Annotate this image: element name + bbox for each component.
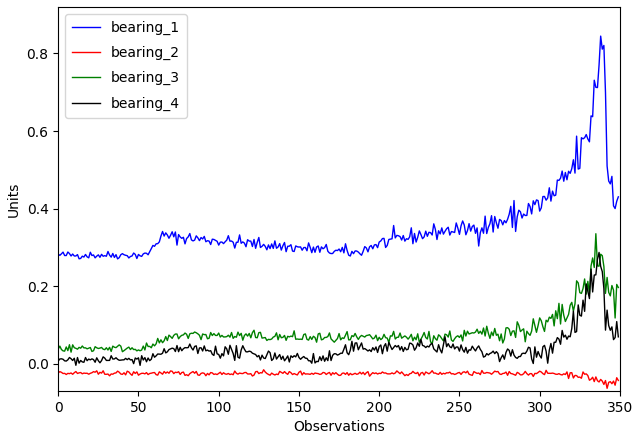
bearing_1: [314, 243, 322, 249]
bearing_3: [205, 336, 213, 341]
Line: bearing_4: bearing_4: [58, 252, 618, 366]
bearing_2: [260, 367, 268, 372]
bearing_1: [597, 34, 605, 39]
bearing_4: [610, 337, 618, 342]
Y-axis label: Units: Units: [7, 181, 21, 217]
X-axis label: Observations: Observations: [293, 420, 385, 434]
bearing_1: [387, 236, 394, 242]
bearing_3: [67, 350, 75, 355]
bearing_3: [54, 347, 62, 352]
bearing_1: [205, 239, 213, 244]
bearing_2: [355, 371, 362, 377]
Line: bearing_1: bearing_1: [58, 36, 618, 259]
Line: bearing_3: bearing_3: [58, 234, 618, 352]
bearing_3: [610, 288, 618, 293]
bearing_4: [314, 359, 322, 364]
bearing_3: [314, 331, 322, 336]
bearing_2: [610, 378, 618, 384]
bearing_1: [614, 194, 622, 199]
bearing_4: [54, 359, 62, 364]
bearing_4: [136, 363, 144, 368]
bearing_1: [610, 203, 618, 209]
bearing_3: [594, 263, 602, 269]
bearing_4: [355, 347, 362, 352]
bearing_3: [614, 285, 622, 290]
bearing_2: [387, 371, 394, 377]
Line: bearing_2: bearing_2: [58, 370, 618, 389]
bearing_3: [592, 231, 600, 236]
Legend: bearing_1, bearing_2, bearing_3, bearing_4: bearing_1, bearing_2, bearing_3, bearing…: [65, 14, 187, 118]
bearing_2: [54, 370, 62, 376]
bearing_3: [387, 333, 394, 339]
bearing_1: [592, 85, 600, 90]
bearing_4: [592, 272, 600, 277]
bearing_3: [355, 337, 362, 342]
bearing_4: [614, 334, 622, 340]
bearing_2: [604, 386, 611, 391]
bearing_2: [314, 371, 322, 376]
bearing_2: [592, 374, 600, 380]
bearing_1: [114, 256, 122, 262]
bearing_1: [54, 251, 62, 257]
bearing_2: [614, 378, 622, 383]
bearing_2: [204, 371, 211, 376]
bearing_4: [387, 344, 394, 349]
bearing_4: [205, 348, 213, 354]
bearing_4: [595, 250, 603, 255]
bearing_1: [355, 250, 362, 255]
